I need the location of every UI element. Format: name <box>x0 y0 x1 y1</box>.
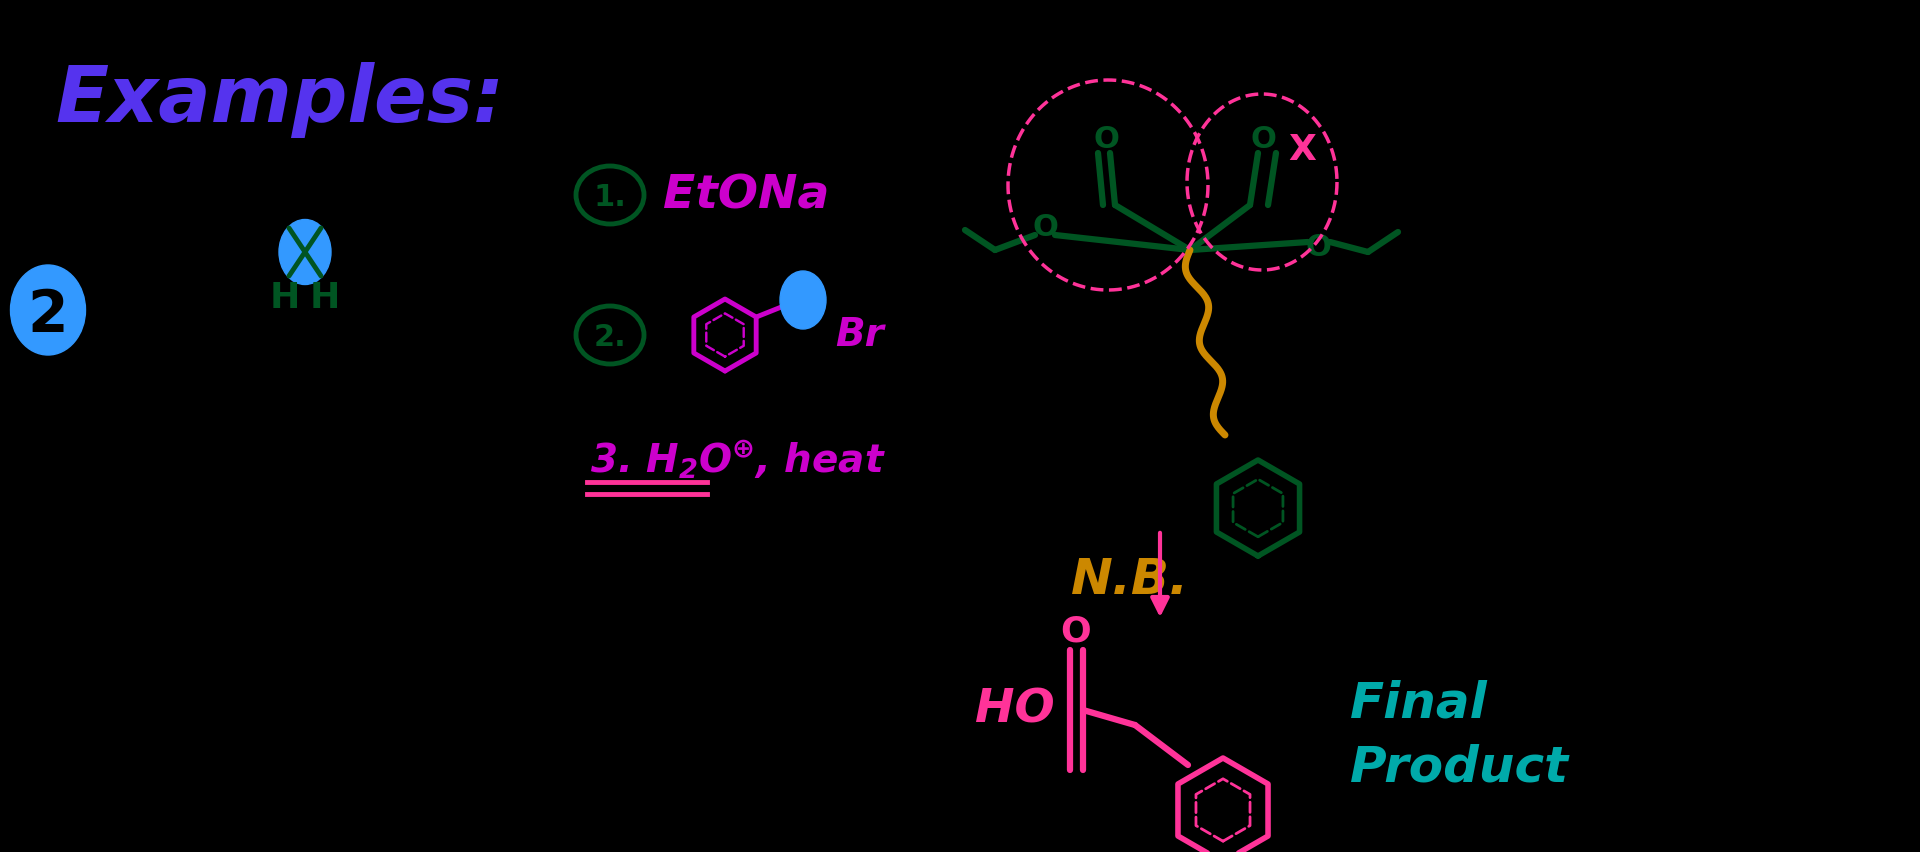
Text: N.B.: N.B. <box>1071 556 1188 604</box>
Text: Br: Br <box>835 316 883 354</box>
Text: H: H <box>309 281 340 315</box>
Ellipse shape <box>278 220 330 285</box>
Text: 2: 2 <box>27 286 69 343</box>
Text: O: O <box>1033 212 1058 241</box>
Text: O: O <box>1250 124 1277 153</box>
Text: Final
Product: Final Product <box>1350 680 1569 792</box>
Text: O: O <box>1306 233 1331 262</box>
Text: O: O <box>1092 124 1119 153</box>
Text: 3. $\mathdefault{H_2O^{\oplus}}$, heat: 3. $\mathdefault{H_2O^{\oplus}}$, heat <box>589 439 885 481</box>
Text: H: H <box>271 281 300 315</box>
Text: 1.: 1. <box>593 183 626 212</box>
Ellipse shape <box>10 265 86 355</box>
Text: EtONa: EtONa <box>662 174 829 218</box>
Text: O: O <box>1060 615 1091 649</box>
Text: Examples:: Examples: <box>56 62 505 138</box>
Ellipse shape <box>780 271 826 329</box>
Text: X: X <box>1288 133 1315 167</box>
Text: HO: HO <box>975 688 1054 733</box>
Text: 2.: 2. <box>593 323 626 352</box>
